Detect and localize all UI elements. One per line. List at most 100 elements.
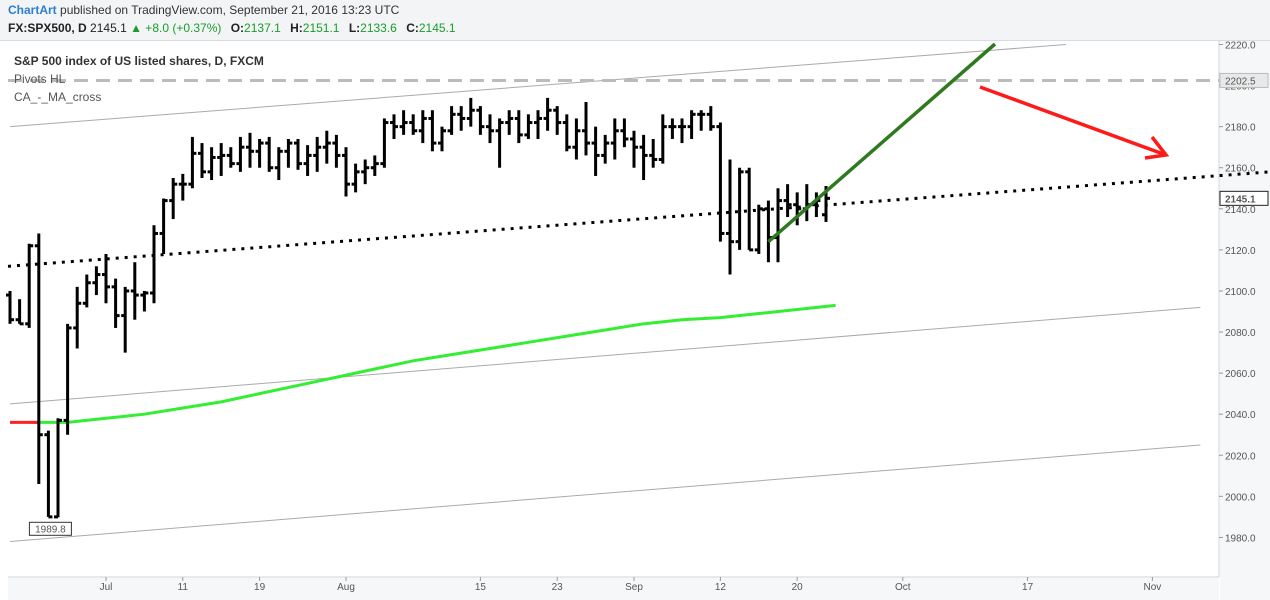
low-label-text: 1989.8 [35, 524, 66, 535]
moving-average-line [29, 303, 836, 424]
ohlc-bar [34, 233, 43, 485]
price-tick-label: 2140.0 [1225, 205, 1256, 216]
ohlc-bar [25, 243, 34, 328]
ohlc-bar [630, 130, 638, 168]
ohlc-bar [610, 118, 619, 160]
time-tick-label: 23 [552, 582, 564, 593]
chart-legend: S&P 500 index of US listed shares, D, FX… [14, 52, 264, 106]
price-axis-bg [1220, 41, 1270, 600]
ohlc-bar [82, 274, 91, 308]
ohlc-bar [130, 262, 139, 320]
ohlc-bar [44, 430, 53, 519]
ohlc-bar [207, 147, 216, 181]
price-tick-label: 2120.0 [1225, 246, 1256, 257]
ohlc-bar [418, 110, 427, 144]
ohlc-bar [188, 136, 197, 189]
legend-title[interactable]: S&P 500 index of US listed shares, D, FX… [14, 54, 264, 68]
ohlc-bar [159, 198, 168, 254]
price-change: ▲ +8.0 (+0.37%) [130, 21, 222, 35]
time-tick-label: 12 [715, 582, 727, 593]
ohlc-bar [246, 132, 254, 168]
ohlc-bar [255, 138, 264, 168]
ohlc-bar [543, 97, 552, 131]
publish-info: ChartArt published on TradingView.com, S… [8, 3, 399, 17]
price-tick-label: 2060.0 [1225, 369, 1256, 380]
channel-line-1 [9, 306, 1201, 405]
ohlc-bar [620, 118, 629, 148]
ohlc-bar [150, 225, 158, 304]
ohlc-bar [466, 97, 475, 127]
legend-ma-cross[interactable]: CA_-_MA_cross [14, 90, 102, 104]
dotted-trend-line [7, 170, 1270, 268]
close-label: C: [406, 21, 419, 35]
ohlc-bar [361, 159, 370, 185]
time-tick-label: Jul [100, 582, 113, 593]
ohlc-bar [284, 138, 293, 168]
ohlc-bar [63, 323, 72, 435]
legend-pivots[interactable]: Pivots HL [14, 72, 66, 86]
time-tick-label: Aug [337, 582, 355, 593]
ohlc-bar [668, 118, 677, 139]
green-projection-line [767, 42, 997, 243]
time-tick-label: Nov [1144, 582, 1162, 593]
low-label: L: [348, 21, 361, 35]
ohlc-bar [274, 147, 283, 181]
high-value: 2151.1 [302, 21, 340, 35]
time-tick-label: 11 [178, 582, 189, 593]
price-tick-label: 2100.0 [1225, 287, 1256, 298]
ohlc-bar [236, 136, 245, 172]
price-tick-label: 2040.0 [1225, 410, 1256, 421]
ohlc-bar [495, 118, 504, 168]
ohlc-bar [553, 106, 562, 135]
price-label-box [1219, 190, 1269, 206]
ohlc-bar [390, 114, 398, 139]
ohlc-bar [178, 173, 187, 201]
ohlc-bar [140, 290, 149, 312]
price-label-text: 2145.1 [1225, 194, 1256, 205]
price-tick-label: 2220.0 [1225, 41, 1256, 52]
ohlc-bar [121, 286, 130, 353]
ohlc-bar [505, 110, 514, 135]
symbol-info: FX:SPX500, D 2145.1 ▲ +8.0 (+0.37%) O:21… [8, 21, 456, 35]
ohlc-bar [745, 167, 754, 252]
low-value: 2133.6 [360, 21, 397, 35]
chart-header: ChartArt published on TradingView.com, S… [0, 0, 1270, 41]
ohlc-bar [687, 110, 696, 139]
ohlc-bar [169, 178, 178, 220]
ohlc-bar [582, 102, 590, 156]
symbol-label[interactable]: FX:SPX500, D [8, 21, 87, 35]
ohlc-bar [265, 136, 274, 172]
ohlc-bar [447, 106, 456, 135]
ohlc-bar [697, 110, 706, 131]
price-label-text: 2202.5 [1225, 76, 1256, 87]
ohlc-bar [524, 114, 533, 139]
high-label: H: [290, 21, 303, 35]
red-arrow-head [1144, 135, 1170, 160]
price-tick-label: 2180.0 [1225, 123, 1256, 134]
ohlc-bar [514, 110, 523, 144]
channel-line-2 [9, 444, 1201, 543]
time-tick-label: 15 [475, 582, 487, 593]
ohlc-bar [294, 138, 302, 170]
publish-text: published on TradingView.com, September … [60, 3, 400, 17]
ohlc-bar [303, 145, 312, 176]
ohlc-bar [706, 106, 715, 131]
ohlc-bar [332, 134, 341, 168]
ohlc-bar [457, 106, 466, 131]
low-label-box [28, 521, 72, 536]
ohlc-bar [716, 122, 725, 242]
ohlc-bar [754, 204, 763, 254]
ohlc-bar [342, 147, 350, 197]
ohlc-bar [486, 114, 494, 144]
ohlc-bar [370, 155, 379, 176]
ohlc-bar [54, 418, 62, 519]
ohlc-bar [649, 138, 658, 168]
ohlc-bar [438, 126, 446, 152]
open-value: 2137.1 [244, 21, 281, 35]
author-link[interactable]: ChartArt [8, 3, 57, 17]
ohlc-bar [399, 110, 408, 135]
time-tick-label: 20 [792, 582, 804, 593]
time-tick-label: 19 [254, 582, 266, 593]
ohlc-bar [534, 110, 542, 139]
